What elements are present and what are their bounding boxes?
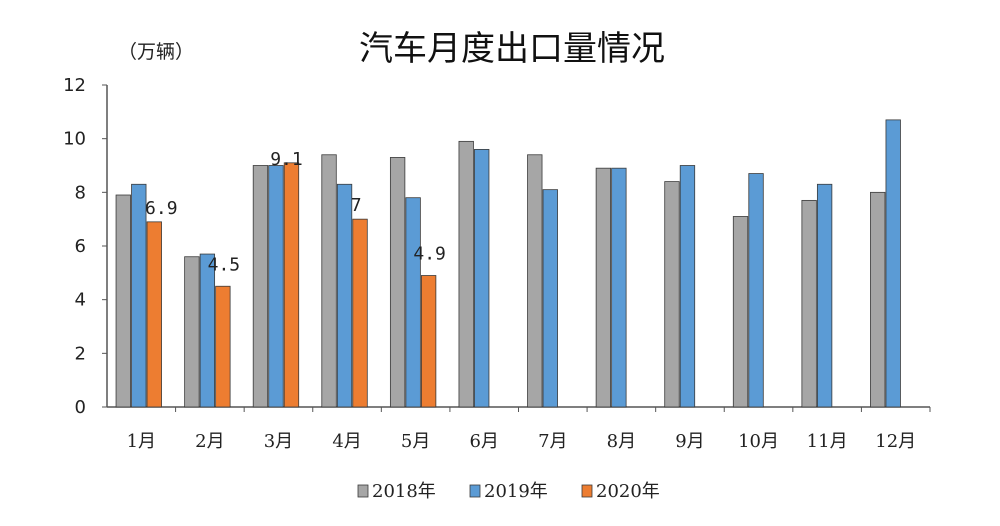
bar-2019年-11月 (816, 183, 833, 408)
legend-swatch (357, 484, 369, 498)
legend: 2018年 2019年 2020年 (357, 481, 660, 502)
data-label: 6.9 (145, 198, 178, 219)
bar-2018年-12月 (870, 191, 886, 408)
bar-2019年-12月 (885, 119, 901, 408)
y-tick-label: 10 (63, 129, 86, 150)
bar-2018年-11月 (801, 199, 817, 408)
legend-label: 2018年 (372, 481, 436, 502)
data-label: 4.9 (413, 244, 446, 265)
bar-2019年-4月 (336, 183, 353, 408)
bar-2020年-5月 (420, 275, 437, 408)
y-tick-label: 0 (75, 397, 86, 418)
x-tick-label: 7月 (538, 431, 567, 452)
bar-2020年-2月 (215, 285, 231, 408)
bar-2020年-4月 (352, 218, 368, 408)
bar-2018年-1月 (115, 194, 131, 408)
plot-area: 0 2 4 6 8 10 12 1月 2月 3月 4月 5月 6月 7月 8月 9月 10月 11月 12月 6.9 4… (63, 75, 931, 452)
bar-2018年-5月 (389, 157, 406, 408)
y-tick-label: 12 (63, 75, 86, 96)
bar-2018年-2月 (184, 256, 200, 408)
bar-2019年-8月 (611, 167, 627, 408)
bar-2019年-10月 (748, 173, 764, 408)
bar-2019年-7月 (542, 189, 558, 408)
x-tick-label: 11月 (807, 431, 848, 452)
bar-2018年-10月 (732, 216, 749, 408)
bar-2019年-3月 (268, 165, 284, 408)
legend-swatch (581, 484, 593, 498)
data-label: 4.5 (208, 254, 241, 275)
bar-2019年-5月 (405, 197, 421, 408)
legend-label: 2019年 (484, 481, 548, 502)
chart-title: 汽车月度出口量情况 (359, 29, 665, 69)
bar-2019年-6月 (474, 148, 490, 408)
x-tick-label: 5月 (401, 431, 430, 452)
data-label: 7 (351, 195, 362, 216)
x-tick-label: 10月 (738, 431, 779, 452)
bar-2019年-9月 (679, 165, 696, 408)
x-tick-label: 9月 (675, 431, 704, 452)
x-tick-label: 1月 (127, 431, 156, 452)
bar-2018年-7月 (527, 154, 543, 408)
bar-2020年-3月 (283, 162, 300, 408)
bar-2018年-8月 (595, 167, 612, 408)
bar-2018年-3月 (252, 165, 269, 408)
bar-2020年-1月 (146, 221, 162, 408)
bar-2018年-6月 (458, 140, 474, 408)
x-tick-label: 2月 (195, 431, 224, 452)
x-tick-label: 6月 (469, 431, 498, 452)
y-tick-label: 8 (75, 182, 86, 203)
y-tick-label: 4 (75, 290, 86, 311)
bar-2019年-2月 (199, 253, 216, 408)
x-tick-label: 8月 (607, 431, 636, 452)
bar-2018年-4月 (321, 154, 337, 408)
bar-2018年-9月 (664, 181, 680, 408)
data-label: 9.1 (270, 149, 303, 170)
x-tick-label: 3月 (264, 431, 293, 452)
x-tick-label: 12月 (875, 431, 916, 452)
legend-label: 2020年 (596, 481, 660, 502)
y-tick-label: 6 (75, 236, 86, 257)
unit-label: （万辆） (118, 41, 194, 63)
bar-2019年-1月 (131, 183, 147, 408)
x-tick-label: 4月 (332, 431, 361, 452)
legend-swatch (469, 484, 481, 498)
y-tick-label: 2 (75, 343, 86, 364)
